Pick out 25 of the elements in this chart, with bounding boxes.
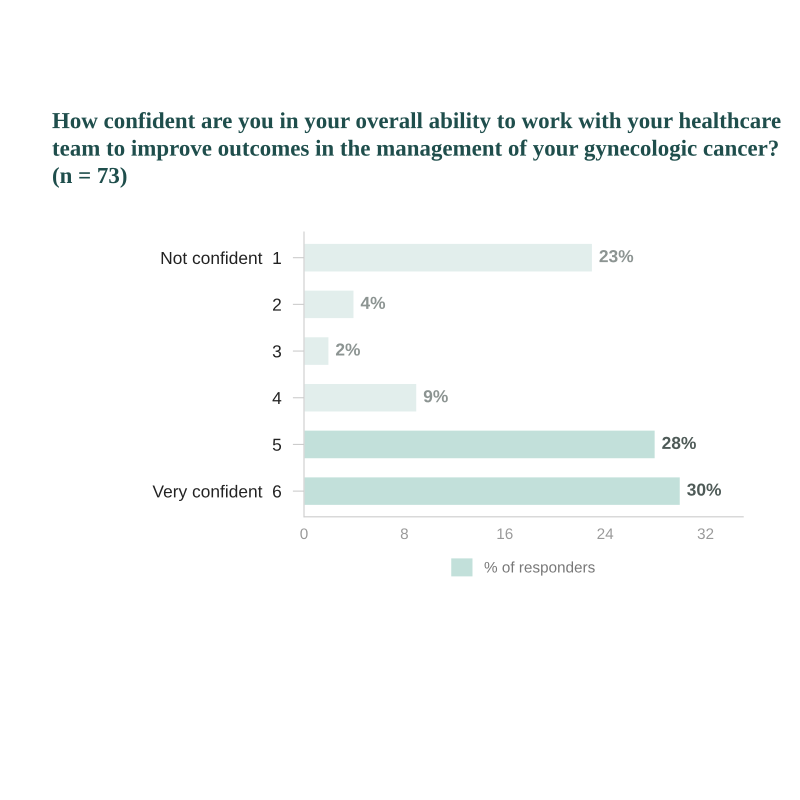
- x-tick-label: 0: [300, 528, 308, 540]
- x-tick-label: 32: [698, 528, 714, 540]
- y-tick-label: 3: [272, 345, 282, 358]
- bar: [304, 476, 682, 506]
- chart-title: How confident are you in your overall ability to work with your healthcare team to improve outcomes in the management of your gynecologic cancer? (n = 73): [52, 112, 781, 188]
- y-tick-label: 2: [272, 298, 281, 311]
- bar: [304, 289, 355, 320]
- x-tick-label: 8: [400, 528, 408, 540]
- data-label: 4%: [360, 296, 386, 309]
- data-label: 30%: [687, 483, 722, 496]
- bar: [304, 242, 594, 273]
- x-tick-label: 24: [597, 528, 614, 539]
- y-tick-label: 4: [272, 392, 282, 404]
- bar: [304, 429, 656, 460]
- data-label: 28%: [662, 436, 696, 450]
- data-label: 2%: [336, 343, 360, 356]
- data-label: 9%: [424, 390, 448, 402]
- data-label: 23%: [599, 250, 634, 262]
- bar: [304, 382, 418, 413]
- y-tick-label: Very confident 6: [152, 484, 282, 502]
- legend-label: % of responders: [484, 561, 595, 576]
- bar: [304, 336, 330, 366]
- x-tick-label: 16: [497, 528, 513, 540]
- y-tick-label: 5: [272, 438, 282, 451]
- y-tick-label: Not confident 1: [162, 251, 281, 264]
